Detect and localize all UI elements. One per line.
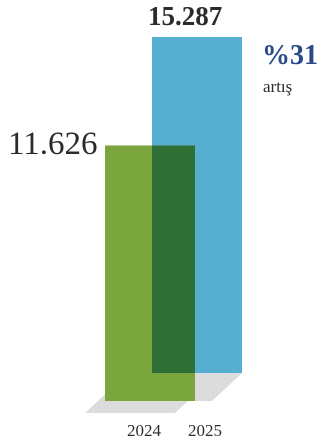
bars-group <box>105 37 242 401</box>
x-tick-2024: 2024 <box>127 421 162 440</box>
percent-increase-label: %31 <box>262 40 318 71</box>
value-label-2024: 11.626 <box>8 126 98 162</box>
bar-overlap-region <box>152 145 195 373</box>
x-tick-2025: 2025 <box>188 421 222 440</box>
increase-note-label: artış <box>263 77 292 96</box>
value-label-2025: 15.287 <box>148 1 222 31</box>
